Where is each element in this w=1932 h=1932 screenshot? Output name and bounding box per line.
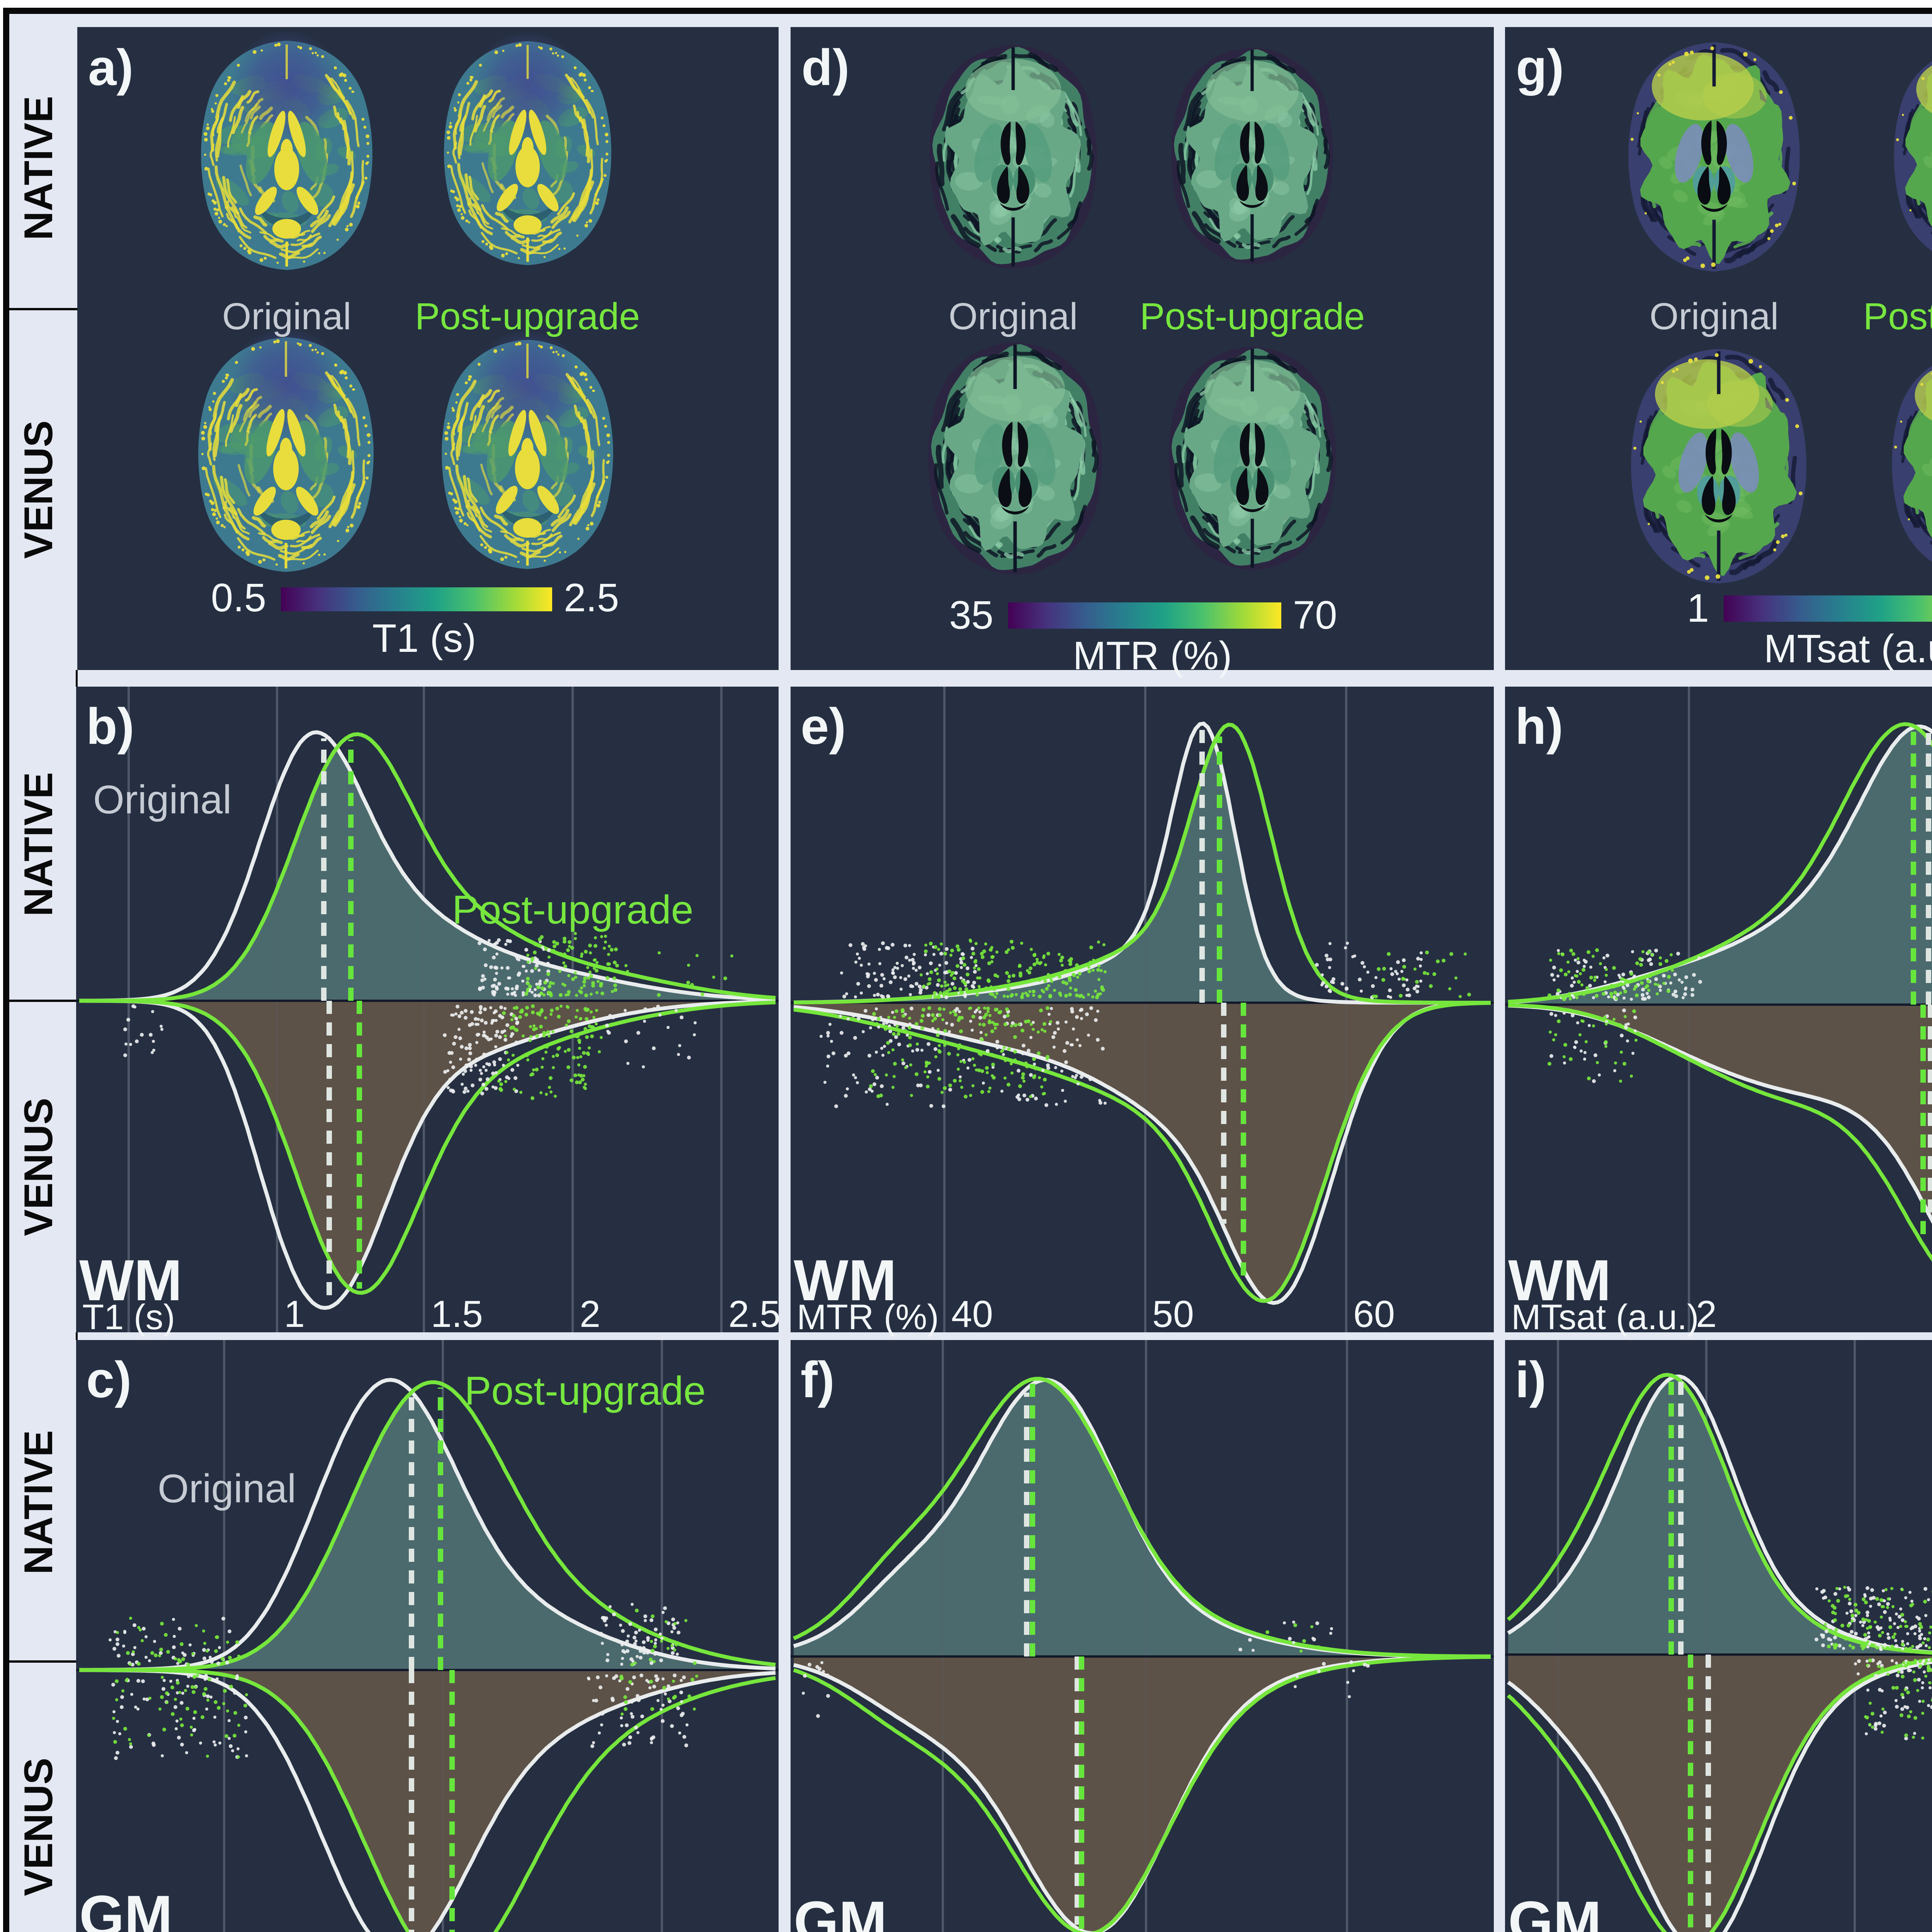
svg-text:MTR (%): MTR (%) — [1073, 633, 1232, 678]
svg-text:2: 2 — [1696, 1293, 1717, 1335]
svg-text:MTsat (a.u.): MTsat (a.u.) — [1511, 1298, 1699, 1337]
svg-text:T1 (s): T1 (s) — [82, 1298, 175, 1337]
svg-text:d): d) — [801, 39, 850, 96]
svg-text:Post-upgrade: Post-upgrade — [1140, 295, 1365, 337]
svg-text:1: 1 — [284, 1293, 305, 1335]
svg-text:b): b) — [86, 698, 134, 755]
svg-text:h): h) — [1515, 698, 1563, 755]
svg-text:VENUS: VENUS — [16, 420, 61, 559]
svg-text:Post-upgrade: Post-upgrade — [1863, 295, 1932, 337]
svg-text:1.5: 1.5 — [431, 1293, 483, 1335]
svg-text:60: 60 — [1353, 1293, 1395, 1335]
svg-text:NATIVE: NATIVE — [16, 96, 61, 240]
svg-text:0.5: 0.5 — [211, 575, 266, 620]
svg-text:1: 1 — [1687, 586, 1709, 630]
svg-text:f): f) — [801, 1351, 835, 1408]
svg-text:40: 40 — [951, 1293, 993, 1335]
svg-text:2.5: 2.5 — [728, 1293, 781, 1335]
svg-text:MTR (%): MTR (%) — [797, 1298, 939, 1337]
svg-text:g): g) — [1516, 39, 1564, 96]
svg-text:NATIVE: NATIVE — [16, 772, 61, 917]
svg-text:2: 2 — [580, 1293, 600, 1335]
svg-text:Original: Original — [93, 777, 231, 822]
svg-text:2.5: 2.5 — [564, 575, 619, 620]
svg-text:VENUS: VENUS — [16, 1098, 61, 1236]
svg-text:NATIVE: NATIVE — [16, 1430, 61, 1575]
svg-text:i): i) — [1515, 1351, 1546, 1408]
svg-text:Post-upgrade: Post-upgrade — [464, 1369, 706, 1413]
svg-text:35: 35 — [949, 593, 993, 637]
svg-text:GM: GM — [79, 1883, 173, 1932]
svg-text:GM: GM — [794, 1889, 887, 1932]
svg-text:WM: WM — [79, 1248, 182, 1313]
svg-text:WM: WM — [1508, 1248, 1611, 1313]
svg-text:MTsat (a.u.): MTsat (a.u.) — [1764, 626, 1932, 671]
svg-text:a): a) — [88, 39, 133, 96]
svg-text:c): c) — [86, 1351, 131, 1408]
svg-text:WM: WM — [794, 1248, 897, 1313]
svg-text:e): e) — [801, 698, 846, 755]
svg-text:Original: Original — [158, 1466, 296, 1511]
svg-text:Post-upgrade: Post-upgrade — [415, 295, 640, 337]
svg-text:VENUS: VENUS — [16, 1758, 61, 1896]
svg-text:Original: Original — [949, 295, 1078, 337]
svg-text:Original: Original — [222, 295, 351, 337]
svg-text:50: 50 — [1152, 1293, 1194, 1335]
svg-text:GM: GM — [1508, 1889, 1602, 1932]
svg-text:Post-upgrade: Post-upgrade — [452, 888, 693, 932]
svg-text:70: 70 — [1293, 593, 1337, 637]
svg-text:Original: Original — [1650, 295, 1779, 337]
svg-text:T1 (s): T1 (s) — [372, 616, 476, 660]
